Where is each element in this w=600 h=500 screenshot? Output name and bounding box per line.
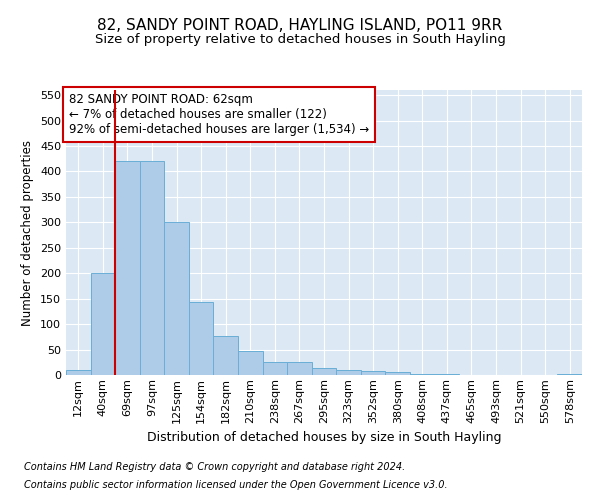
Bar <box>557 374 582 375</box>
Bar <box>238 350 263 375</box>
Text: 82 SANDY POINT ROAD: 62sqm
← 7% of detached houses are smaller (122)
92% of semi: 82 SANDY POINT ROAD: 62sqm ← 7% of detac… <box>68 93 369 136</box>
Bar <box>214 336 238 375</box>
Bar <box>263 362 287 375</box>
Bar <box>66 370 91 375</box>
Bar <box>189 302 214 375</box>
Bar <box>385 372 410 375</box>
Text: Contains public sector information licensed under the Open Government Licence v3: Contains public sector information licen… <box>24 480 448 490</box>
Bar <box>91 273 115 375</box>
Bar <box>115 161 140 375</box>
Bar <box>410 374 434 375</box>
Text: Size of property relative to detached houses in South Hayling: Size of property relative to detached ho… <box>95 32 505 46</box>
Bar <box>361 371 385 375</box>
Bar <box>336 370 361 375</box>
Text: 82, SANDY POINT ROAD, HAYLING ISLAND, PO11 9RR: 82, SANDY POINT ROAD, HAYLING ISLAND, PO… <box>97 18 503 32</box>
X-axis label: Distribution of detached houses by size in South Hayling: Distribution of detached houses by size … <box>147 431 501 444</box>
Y-axis label: Number of detached properties: Number of detached properties <box>22 140 34 326</box>
Text: Contains HM Land Registry data © Crown copyright and database right 2024.: Contains HM Land Registry data © Crown c… <box>24 462 405 472</box>
Bar <box>140 161 164 375</box>
Bar <box>287 362 312 375</box>
Bar <box>312 368 336 375</box>
Bar <box>164 222 189 375</box>
Bar <box>434 374 459 375</box>
